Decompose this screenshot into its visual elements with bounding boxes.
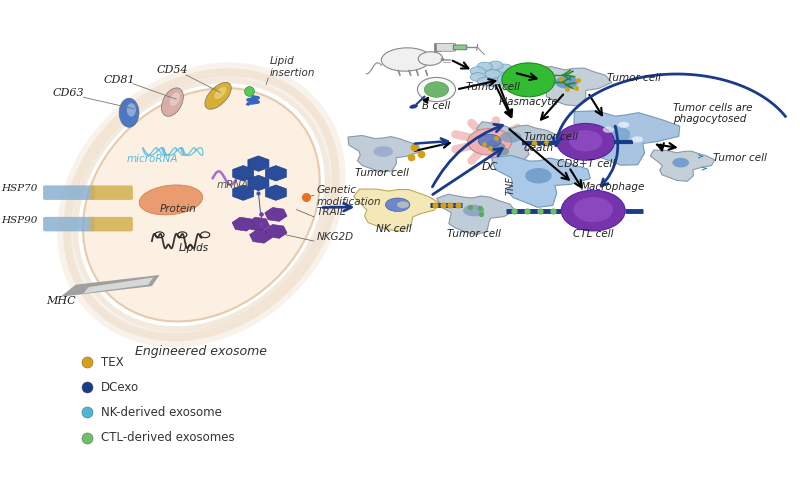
- Ellipse shape: [126, 103, 136, 116]
- Polygon shape: [477, 122, 558, 162]
- Circle shape: [490, 146, 501, 152]
- Ellipse shape: [602, 126, 630, 143]
- Ellipse shape: [162, 88, 183, 116]
- Text: mRNA: mRNA: [217, 180, 249, 190]
- Circle shape: [574, 197, 613, 222]
- Ellipse shape: [83, 88, 320, 321]
- Circle shape: [418, 77, 455, 102]
- Text: TNF: TNF: [506, 176, 515, 195]
- Text: Tumor cell: Tumor cell: [354, 168, 409, 178]
- Polygon shape: [574, 111, 680, 165]
- Text: Tumor cell: Tumor cell: [466, 82, 520, 92]
- Text: Tumor cell: Tumor cell: [446, 229, 501, 239]
- Circle shape: [562, 190, 625, 231]
- Ellipse shape: [618, 122, 630, 128]
- Text: TEX: TEX: [101, 356, 123, 369]
- Ellipse shape: [410, 104, 418, 109]
- Ellipse shape: [488, 61, 503, 70]
- Ellipse shape: [382, 48, 430, 71]
- FancyBboxPatch shape: [43, 186, 95, 200]
- Ellipse shape: [500, 131, 522, 143]
- Text: Tumor cell: Tumor cell: [607, 73, 661, 83]
- Ellipse shape: [463, 205, 484, 216]
- Text: CD8+T cell: CD8+T cell: [557, 159, 614, 169]
- Text: TRAIL: TRAIL: [317, 207, 346, 217]
- Ellipse shape: [632, 136, 643, 143]
- Polygon shape: [650, 150, 714, 181]
- Ellipse shape: [477, 77, 492, 86]
- Ellipse shape: [525, 168, 552, 184]
- Ellipse shape: [470, 67, 486, 75]
- Polygon shape: [348, 135, 420, 172]
- Ellipse shape: [501, 70, 516, 78]
- Ellipse shape: [498, 75, 513, 84]
- Text: DCexo: DCexo: [101, 381, 139, 394]
- Text: Tumor cells are
phagocytosed: Tumor cells are phagocytosed: [673, 103, 753, 125]
- Ellipse shape: [672, 158, 689, 168]
- Ellipse shape: [602, 127, 614, 133]
- Ellipse shape: [205, 82, 231, 109]
- Text: MHC: MHC: [46, 296, 75, 306]
- Polygon shape: [83, 278, 154, 293]
- Ellipse shape: [434, 45, 443, 52]
- Text: CD81: CD81: [103, 75, 135, 85]
- Text: Engineered exosome: Engineered exosome: [135, 345, 267, 358]
- Circle shape: [569, 130, 602, 151]
- Ellipse shape: [139, 185, 202, 215]
- Ellipse shape: [418, 52, 442, 65]
- Polygon shape: [437, 194, 515, 235]
- Circle shape: [498, 148, 509, 155]
- Text: HSP90: HSP90: [2, 216, 38, 225]
- Ellipse shape: [374, 146, 393, 157]
- FancyBboxPatch shape: [90, 186, 133, 200]
- Text: DC: DC: [482, 162, 498, 172]
- Text: B cell: B cell: [422, 101, 450, 111]
- Ellipse shape: [485, 70, 500, 78]
- FancyBboxPatch shape: [436, 43, 455, 51]
- Text: CD54: CD54: [157, 65, 188, 75]
- Text: Macrophage: Macrophage: [580, 182, 645, 192]
- Polygon shape: [354, 189, 438, 231]
- FancyBboxPatch shape: [453, 45, 467, 50]
- Ellipse shape: [478, 134, 501, 148]
- Text: HSP70: HSP70: [2, 184, 38, 193]
- Text: Plasmacyte: Plasmacyte: [498, 97, 558, 107]
- Ellipse shape: [498, 64, 513, 73]
- Text: NK-derived exosome: NK-derived exosome: [101, 406, 222, 419]
- Ellipse shape: [397, 201, 409, 208]
- Text: Genetic
modification: Genetic modification: [317, 185, 382, 207]
- Polygon shape: [492, 155, 590, 207]
- Text: microRNA: microRNA: [126, 154, 178, 164]
- Text: Lipids: Lipids: [178, 243, 209, 253]
- Circle shape: [494, 143, 505, 150]
- Polygon shape: [534, 67, 612, 106]
- Text: NKG2D: NKG2D: [317, 232, 354, 242]
- Ellipse shape: [468, 129, 512, 155]
- Text: Tumor cell: Tumor cell: [713, 153, 766, 163]
- Circle shape: [486, 141, 498, 148]
- Polygon shape: [61, 275, 159, 297]
- Ellipse shape: [477, 62, 492, 71]
- FancyBboxPatch shape: [43, 217, 95, 231]
- Ellipse shape: [119, 98, 139, 127]
- Ellipse shape: [555, 76, 578, 89]
- Text: NK cell: NK cell: [376, 225, 412, 234]
- Ellipse shape: [488, 78, 503, 87]
- Ellipse shape: [214, 87, 226, 99]
- Circle shape: [557, 123, 614, 160]
- Circle shape: [502, 63, 555, 97]
- Text: CD63: CD63: [52, 88, 84, 98]
- Text: Tumor cell
death: Tumor cell death: [524, 132, 578, 153]
- Text: CTL-derived exosomes: CTL-derived exosomes: [101, 431, 234, 444]
- Text: Lipid
insertion: Lipid insertion: [270, 56, 315, 78]
- Ellipse shape: [470, 73, 486, 81]
- Text: CTL cell: CTL cell: [573, 229, 614, 239]
- Ellipse shape: [170, 93, 180, 106]
- Circle shape: [424, 82, 449, 97]
- Text: Protein: Protein: [160, 204, 197, 214]
- Ellipse shape: [386, 198, 410, 211]
- FancyBboxPatch shape: [90, 217, 133, 231]
